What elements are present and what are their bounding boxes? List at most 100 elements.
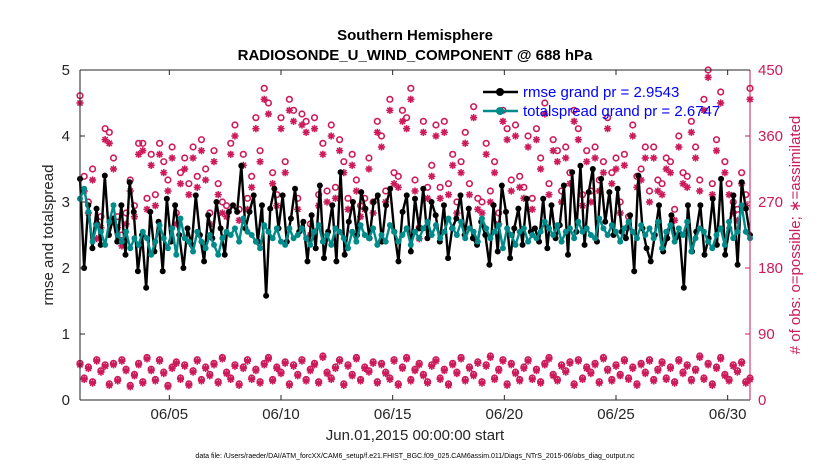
obs-possible-point [583, 147, 591, 155]
x-tick-label: 06/20 [486, 406, 524, 423]
obs-assimilated-low-point [231, 362, 239, 370]
obs-assimilated-low-point [679, 370, 687, 378]
chart-subtitle: RADIOSONDE_U_WIND_COMPONENT @ 688 hPa [238, 47, 593, 64]
obs-assimilated-point [285, 106, 293, 114]
obs-possible-point [248, 172, 256, 180]
spread-point [621, 225, 628, 232]
obs-possible-point [168, 143, 176, 151]
obs-assimilated-low-point [277, 370, 285, 378]
rmse-point [97, 241, 104, 248]
rmse-point [606, 189, 613, 196]
obs-assimilated-point [181, 165, 189, 173]
obs-assimilated-low-point [545, 355, 553, 363]
spread-point [566, 225, 573, 232]
obs-assimilated-low-point [708, 381, 716, 389]
obs-assimilated-point [88, 176, 97, 184]
rmse-point [304, 258, 311, 265]
obs-possible-point [666, 158, 675, 166]
obs-assimilated-point [524, 143, 532, 151]
obs-possible-point [398, 106, 407, 114]
obs-possible-point [394, 172, 402, 180]
obs-assimilated-point [712, 147, 721, 155]
obs-assimilated-low-point [289, 362, 298, 370]
rmse-point [387, 185, 394, 192]
obs-possible-point [373, 117, 381, 125]
spread-point [244, 228, 251, 235]
rmse-point [412, 195, 418, 202]
obs-assimilated-low-point [738, 359, 746, 367]
obs-assimilated-low-point [84, 364, 92, 373]
obs-possible-point [532, 125, 541, 133]
obs-possible-point [310, 114, 319, 122]
obs-assimilated-low-point [490, 375, 499, 384]
spread-point [332, 225, 339, 232]
spread-point [269, 235, 276, 242]
obs-assimilated-low-point [570, 381, 578, 389]
obs-assimilated-low-point [516, 377, 524, 385]
rmse-point [635, 172, 642, 179]
obs-possible-point [486, 187, 494, 195]
obs-possible-point [470, 103, 478, 111]
obs-assimilated-low-point [671, 379, 679, 387]
obs-assimilated-point [403, 125, 411, 133]
obs-assimilated-low-point [675, 357, 683, 365]
spread-point [512, 241, 519, 248]
obs-assimilated-low-point [298, 357, 306, 365]
obs-assimilated-low-point [453, 370, 461, 378]
spread-point [709, 245, 716, 252]
obs-possible-point [160, 158, 168, 166]
obs-possible-point [377, 132, 386, 140]
y-right-tick-label: 0 [758, 392, 766, 409]
obs-assimilated-low-point [541, 361, 549, 369]
obs-assimilated-low-point [629, 364, 637, 373]
rmse-point [341, 251, 348, 258]
obs-assimilated-low-point [206, 372, 214, 380]
obs-possible-point [662, 154, 670, 162]
rmse-point [465, 205, 472, 212]
spread-point [604, 232, 611, 238]
y-axis-right-label: # of obs: o=possible; ∗=assimilated [787, 116, 804, 355]
obs-possible-point [599, 158, 608, 166]
spread-point [738, 202, 745, 209]
rmse-point [420, 185, 427, 192]
obs-assimilated-point [160, 169, 168, 177]
obs-assimilated-point [608, 180, 616, 188]
obs-possible-point [243, 194, 252, 202]
legend-rmse-label: rmse grand pr = 2.9543 [523, 84, 679, 101]
obs-assimilated-point [164, 187, 172, 195]
obs-assimilated-low-point [340, 381, 348, 389]
y-right-tick-label: 450 [758, 62, 783, 79]
obs-assimilated-low-point [126, 383, 134, 391]
obs-assimilated-point [227, 150, 235, 158]
obs-assimilated-low-point [721, 372, 729, 380]
rmse-point [122, 251, 129, 258]
obs-assimilated-low-point [164, 383, 172, 391]
obs-possible-point [143, 194, 151, 202]
spread-point [206, 232, 213, 238]
rmse-point [680, 284, 687, 291]
obs-assimilated-low-point [373, 379, 381, 387]
rmse-point [565, 251, 572, 258]
obs-possible-point [570, 106, 578, 114]
obs-assimilated-low-point [336, 357, 344, 365]
obs-possible-point [181, 154, 189, 162]
obs-possible-point [641, 143, 649, 151]
obs-assimilated-low-point [243, 357, 252, 365]
obs-possible-point [281, 158, 289, 166]
obs-possible-point [319, 139, 327, 147]
obs-assimilated-point [139, 147, 147, 155]
obs-possible-point [298, 110, 306, 118]
obs-assimilated-point [612, 165, 620, 173]
spread-point [504, 225, 511, 232]
spread-point [487, 235, 494, 242]
rmse-point [192, 192, 199, 199]
rmse-point [722, 251, 729, 258]
spread-point [583, 225, 590, 232]
rmse-point [221, 251, 228, 258]
obs-assimilated-low-point [553, 377, 561, 385]
obs-possible-point [541, 99, 549, 107]
obs-assimilated-point [231, 132, 239, 140]
spread-point [596, 215, 603, 222]
obs-assimilated-point [700, 106, 708, 114]
obs-assimilated-point [583, 158, 591, 166]
